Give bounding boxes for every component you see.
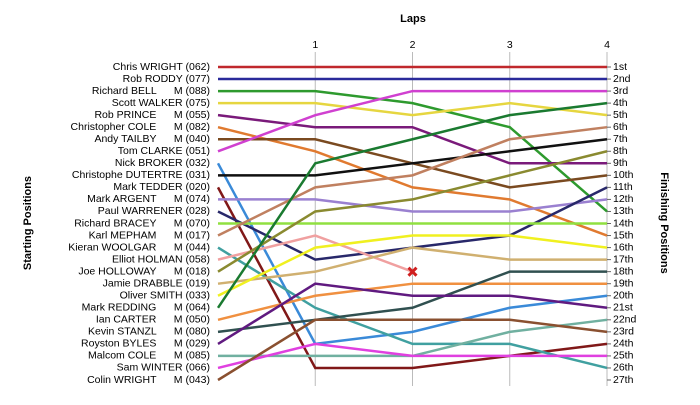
starting-position-label: Andy TAILBY M (040): [94, 133, 210, 145]
finishing-position-label: 19th: [613, 277, 634, 289]
starting-position-label: Elliot HOLMAN (058): [112, 253, 210, 265]
starting-position-label: Christopher COLE M (082): [71, 121, 210, 133]
driver-line: [217, 270, 607, 334]
x-tick-label: 1: [312, 39, 318, 51]
finishing-position-label: 1st: [613, 61, 627, 73]
driver-line: [217, 125, 608, 237]
x-tick-label: 3: [507, 39, 513, 51]
starting-position-label: Scott WALKER (075): [112, 97, 210, 109]
finishing-position-label: 6th: [613, 121, 628, 133]
starting-position-label: Mark REDDING M (064): [82, 302, 210, 314]
finishing-position-label: 23rd: [613, 326, 634, 338]
finishing-position-label: 12th: [613, 193, 634, 205]
finishing-position-label: 7th: [613, 133, 628, 145]
driver-line: [217, 318, 608, 382]
driver-line: [217, 89, 607, 153]
finishing-position-label: 26th: [613, 362, 634, 374]
starting-position-label: Royston BYLES M (029): [81, 338, 210, 350]
starting-position-label: Paul WARRENER (028): [98, 205, 210, 217]
finishing-position-label: 4th: [613, 97, 628, 109]
finishing-position-label: 9th: [613, 157, 628, 169]
starting-position-label: Joe HOLLOWAY M (018): [78, 265, 210, 277]
y-axis-label: Starting Positions: [22, 176, 34, 270]
driver-line: [217, 246, 608, 370]
starting-position-label: Sam WINTER (066): [117, 362, 210, 374]
starting-position-label: Karl MEPHAM M (017): [89, 229, 210, 241]
starting-position-label: Jamie DRABBLE (019): [103, 277, 210, 289]
starting-position-label: Colin WRIGHT M (043): [87, 374, 210, 386]
driver-line: [216, 101, 608, 309]
finishing-position-label: 2nd: [613, 73, 631, 85]
driver-line: [217, 125, 608, 237]
starting-position-label: Ian CARTER M (050): [96, 314, 210, 326]
starting-position-label: Chris WRIGHT (062): [113, 61, 210, 73]
starting-position-label: Rob RODDY (077): [123, 73, 210, 85]
finishing-position-label: 18th: [613, 265, 634, 277]
driver-line: [216, 162, 608, 346]
finishing-position-label: 24th: [613, 338, 634, 350]
finishing-position-label: 3rd: [613, 85, 628, 97]
starting-position-label: Rob PRINCE M (055): [94, 109, 210, 121]
starting-position-label: Christophe DUTERTRE (031): [72, 169, 210, 181]
driver-line: [217, 234, 608, 297]
finishing-position-label: 25th: [613, 350, 634, 362]
y2-axis-label: Finishing Positions: [658, 172, 670, 273]
starting-position-label: Richard BELL M (088): [92, 85, 210, 97]
driver-line: [218, 198, 608, 213]
driver-line: [217, 113, 607, 165]
starting-position-label: Malcom COLE M (085): [88, 350, 210, 362]
driver-line: [218, 101, 608, 117]
finishing-position-label: 8th: [613, 145, 628, 157]
starting-position-label: Richard BRACEY M (070): [74, 217, 210, 229]
driver-line: [217, 342, 607, 370]
chart-title: Laps: [400, 13, 426, 25]
starting-position-label: Tom CLARKE (051): [118, 145, 210, 157]
starting-position-label: Kieran WOOLGAR M (044): [68, 241, 210, 253]
starting-position-label: Mark ARGENT M (074): [87, 193, 210, 205]
finishing-position-label: 17th: [613, 253, 634, 265]
starting-position-label: Oliver SMITH (033): [120, 290, 210, 302]
starting-position-label: Kevin STANZL M (080): [88, 326, 210, 338]
finishing-position-label: 13th: [613, 205, 634, 217]
finishing-position-label: 14th: [613, 217, 634, 229]
x-tick-label: 2: [410, 39, 416, 51]
x-tick-label: 4: [604, 39, 610, 51]
finishing-position-label: 11th: [613, 181, 633, 193]
finishing-position-label: 27th: [613, 374, 634, 386]
finishing-position-label: 20th: [613, 290, 634, 302]
finishing-position-label: 22nd: [613, 314, 637, 326]
retired-marker: [407, 266, 418, 277]
finishing-position-label: 21st: [613, 302, 633, 314]
finishing-position-label: 15th: [613, 229, 634, 241]
starting-position-label: Mark TEDDER (020): [113, 181, 210, 193]
driver-line: [217, 246, 607, 285]
finishing-position-label: 16th: [613, 241, 634, 253]
driver-line: [218, 137, 608, 177]
finishing-position-label: 5th: [613, 109, 628, 121]
driver-line: [217, 282, 608, 345]
driver-line: [218, 89, 608, 213]
starting-position-label: Nick BROKER (032): [115, 157, 210, 169]
driver-line: [217, 150, 608, 273]
finishing-position-label: 10th: [613, 169, 634, 181]
